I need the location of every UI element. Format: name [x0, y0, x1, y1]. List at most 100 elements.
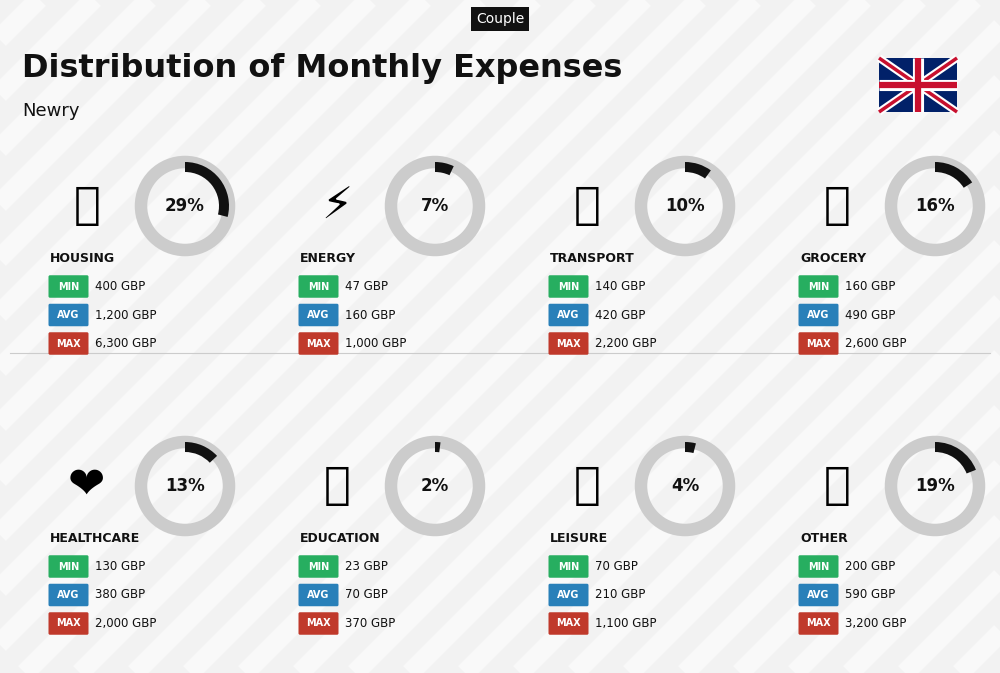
FancyBboxPatch shape — [49, 583, 89, 606]
Text: 590 GBP: 590 GBP — [845, 588, 895, 602]
Wedge shape — [935, 442, 976, 474]
Text: 160 GBP: 160 GBP — [345, 308, 395, 322]
Text: MAX: MAX — [806, 618, 831, 629]
Text: 4%: 4% — [671, 477, 699, 495]
Text: MAX: MAX — [806, 339, 831, 349]
Text: HOUSING: HOUSING — [50, 252, 115, 264]
Text: 370 GBP: 370 GBP — [345, 617, 395, 630]
FancyBboxPatch shape — [298, 555, 338, 577]
Text: MIN: MIN — [558, 561, 579, 571]
Text: 47 GBP: 47 GBP — [345, 280, 388, 293]
Text: AVG: AVG — [57, 310, 80, 320]
Text: 140 GBP: 140 GBP — [595, 280, 645, 293]
Text: 210 GBP: 210 GBP — [595, 588, 645, 602]
Text: AVG: AVG — [307, 590, 330, 600]
Text: 70 GBP: 70 GBP — [345, 588, 388, 602]
Text: 400 GBP: 400 GBP — [95, 280, 145, 293]
FancyBboxPatch shape — [798, 583, 838, 606]
Text: MIN: MIN — [58, 561, 79, 571]
FancyBboxPatch shape — [49, 555, 89, 577]
FancyBboxPatch shape — [548, 332, 589, 355]
Text: 2%: 2% — [421, 477, 449, 495]
Text: 16%: 16% — [915, 197, 955, 215]
FancyBboxPatch shape — [298, 332, 338, 355]
Text: OTHER: OTHER — [800, 532, 848, 544]
Text: MIN: MIN — [808, 561, 829, 571]
Text: AVG: AVG — [307, 310, 330, 320]
Text: 2,000 GBP: 2,000 GBP — [95, 617, 156, 630]
Text: 1,000 GBP: 1,000 GBP — [345, 337, 406, 350]
FancyBboxPatch shape — [548, 583, 589, 606]
FancyBboxPatch shape — [298, 275, 338, 297]
Text: 380 GBP: 380 GBP — [95, 588, 145, 602]
Text: 10%: 10% — [665, 197, 705, 215]
Text: HEALTHCARE: HEALTHCARE — [50, 532, 140, 544]
FancyBboxPatch shape — [548, 275, 589, 297]
Text: 3,200 GBP: 3,200 GBP — [845, 617, 906, 630]
Text: 🚌: 🚌 — [574, 184, 600, 227]
Text: 420 GBP: 420 GBP — [595, 308, 645, 322]
Text: ❤️: ❤️ — [68, 464, 106, 507]
Text: 1,200 GBP: 1,200 GBP — [95, 308, 156, 322]
Wedge shape — [435, 162, 454, 175]
Text: MIN: MIN — [308, 281, 329, 291]
Text: AVG: AVG — [807, 590, 830, 600]
FancyBboxPatch shape — [548, 612, 589, 635]
FancyBboxPatch shape — [548, 555, 589, 577]
FancyBboxPatch shape — [798, 332, 838, 355]
Text: LEISURE: LEISURE — [550, 532, 608, 544]
FancyBboxPatch shape — [49, 332, 89, 355]
Text: MAX: MAX — [306, 618, 331, 629]
Text: Couple: Couple — [476, 12, 524, 26]
Wedge shape — [935, 162, 972, 188]
FancyBboxPatch shape — [298, 612, 338, 635]
Text: MAX: MAX — [556, 339, 581, 349]
Text: GROCERY: GROCERY — [800, 252, 866, 264]
Text: 🛒: 🛒 — [824, 184, 850, 227]
Text: 🛍️: 🛍️ — [574, 464, 600, 507]
Text: 130 GBP: 130 GBP — [95, 560, 145, 573]
FancyBboxPatch shape — [49, 275, 89, 297]
FancyBboxPatch shape — [879, 58, 957, 112]
FancyBboxPatch shape — [49, 304, 89, 326]
Text: 29%: 29% — [165, 197, 205, 215]
Text: 200 GBP: 200 GBP — [845, 560, 895, 573]
Text: 🎓: 🎓 — [324, 464, 350, 507]
Text: EDUCATION: EDUCATION — [300, 532, 381, 544]
Text: 23 GBP: 23 GBP — [345, 560, 388, 573]
FancyBboxPatch shape — [548, 304, 589, 326]
Text: MAX: MAX — [56, 339, 81, 349]
Text: Distribution of Monthly Expenses: Distribution of Monthly Expenses — [22, 52, 622, 83]
Text: 2,600 GBP: 2,600 GBP — [845, 337, 906, 350]
Text: 70 GBP: 70 GBP — [595, 560, 638, 573]
Text: AVG: AVG — [807, 310, 830, 320]
Wedge shape — [685, 442, 696, 453]
Text: MAX: MAX — [306, 339, 331, 349]
Text: MIN: MIN — [308, 561, 329, 571]
Wedge shape — [435, 442, 441, 452]
Wedge shape — [185, 162, 229, 217]
FancyBboxPatch shape — [798, 612, 838, 635]
FancyBboxPatch shape — [298, 304, 338, 326]
Text: MAX: MAX — [56, 618, 81, 629]
Text: MAX: MAX — [556, 618, 581, 629]
Text: 2,200 GBP: 2,200 GBP — [595, 337, 656, 350]
Text: MIN: MIN — [808, 281, 829, 291]
Text: 👜: 👜 — [824, 464, 850, 507]
Text: Newry: Newry — [22, 102, 80, 120]
Text: ⚡: ⚡ — [321, 184, 353, 227]
Text: AVG: AVG — [57, 590, 80, 600]
FancyBboxPatch shape — [49, 612, 89, 635]
Text: AVG: AVG — [557, 310, 580, 320]
Text: 13%: 13% — [165, 477, 205, 495]
Text: MIN: MIN — [558, 281, 579, 291]
Text: 19%: 19% — [915, 477, 955, 495]
Text: AVG: AVG — [557, 590, 580, 600]
Text: 7%: 7% — [421, 197, 449, 215]
Text: 🏢: 🏢 — [74, 184, 100, 227]
Wedge shape — [685, 162, 711, 178]
Text: TRANSPORT: TRANSPORT — [550, 252, 635, 264]
Text: MIN: MIN — [58, 281, 79, 291]
FancyBboxPatch shape — [798, 275, 838, 297]
Text: ENERGY: ENERGY — [300, 252, 356, 264]
